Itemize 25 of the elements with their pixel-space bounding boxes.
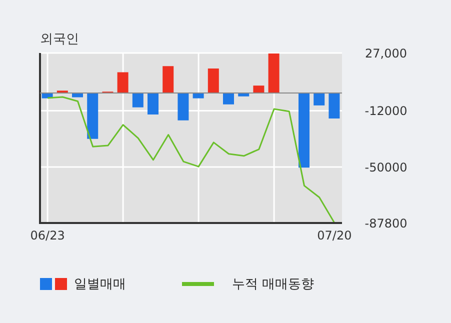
bar (298, 92, 310, 168)
bar (178, 92, 189, 120)
bar (192, 92, 204, 98)
bar (328, 92, 340, 118)
bar (72, 92, 84, 98)
x-tick-label: 06/23 (30, 228, 65, 243)
bar (162, 66, 174, 93)
bar (208, 68, 219, 93)
line-series (46, 96, 336, 223)
chart-title: 외국인 (40, 31, 79, 48)
bar (253, 86, 264, 93)
bar (268, 53, 280, 93)
legend-label: 일별매매 (74, 276, 126, 293)
bar (132, 92, 144, 108)
bar (314, 92, 325, 106)
bar (148, 92, 159, 114)
y-tick-label: 27,000 (365, 46, 407, 60)
bar (117, 72, 128, 93)
y-tick-label: -50000 (364, 160, 408, 174)
bar (223, 92, 234, 104)
x-tick-label: 07/20 (317, 228, 352, 243)
bar (87, 92, 98, 139)
y-tick-label: -12000 (364, 104, 408, 118)
y-tick-label: -87800 (364, 216, 408, 230)
legend-label: 누적 매매동향 (232, 276, 314, 293)
